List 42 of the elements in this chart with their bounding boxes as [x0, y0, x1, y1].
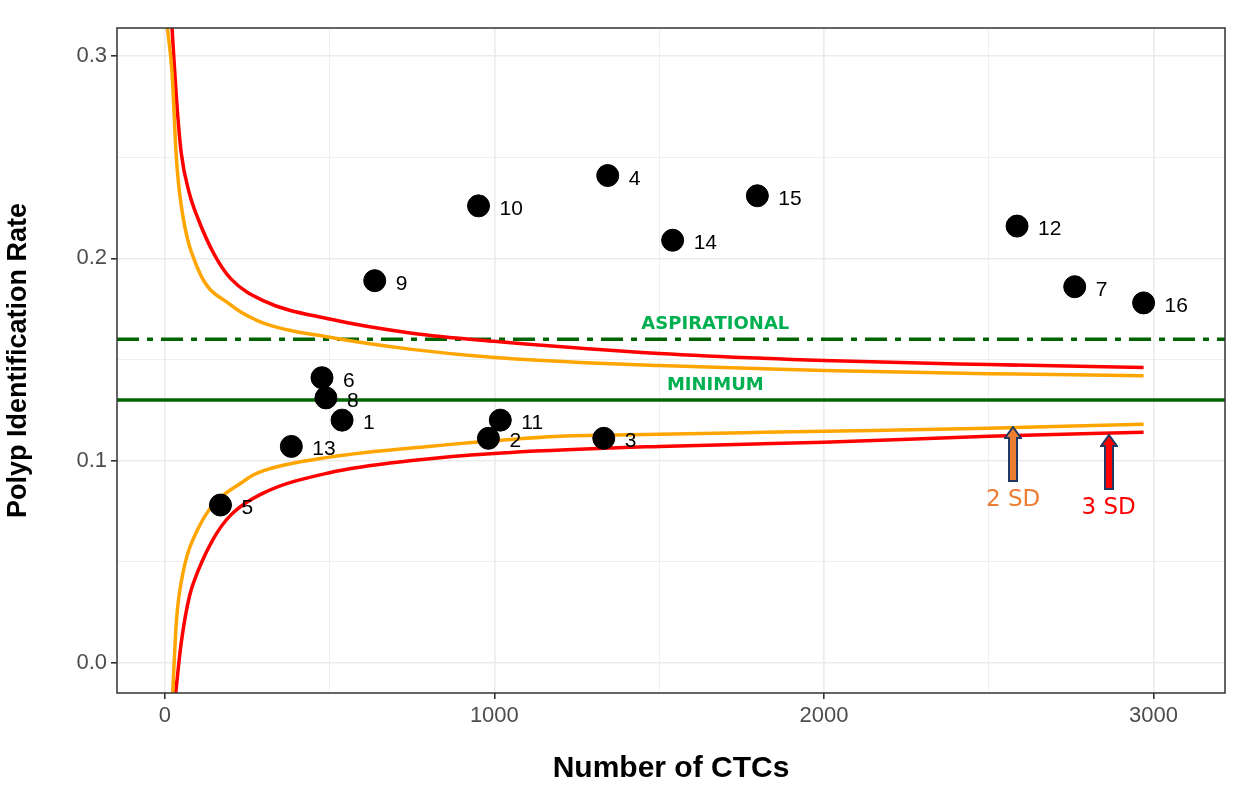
annotation: 4 — [628, 165, 641, 190]
annotation: 2 SD — [985, 484, 1041, 511]
annotation: 12 — [1038, 216, 1062, 241]
annotation: 16 — [1164, 292, 1188, 317]
annotation: 9 — [395, 270, 408, 295]
point — [330, 408, 354, 432]
x-tick-label: 0 — [158, 702, 171, 728]
annotation: 7 — [1095, 276, 1108, 301]
point — [745, 184, 769, 208]
point — [279, 434, 303, 458]
x-tick-label: 2000 — [799, 702, 849, 728]
y-tick-label: 0.1 — [76, 446, 107, 472]
point — [1132, 291, 1156, 315]
y-tick-label: 0.0 — [76, 648, 107, 674]
y-tick-label: 0.2 — [76, 244, 107, 270]
point — [488, 408, 512, 432]
x-tick-label: 3000 — [1129, 702, 1178, 728]
annotation: 14 — [693, 230, 717, 255]
annotation: 13 — [312, 436, 336, 461]
point — [310, 366, 334, 390]
annotation: 3 SD — [1081, 492, 1136, 519]
annotation: 10 — [499, 195, 523, 220]
x-axis-title: Number of CTCs — [552, 750, 790, 784]
point — [208, 493, 232, 517]
annotation: 6 — [342, 367, 355, 392]
point — [467, 194, 491, 218]
point — [1005, 214, 1029, 238]
annotation: 11 — [521, 410, 544, 435]
point — [661, 228, 685, 252]
point — [1063, 275, 1087, 299]
ref-line-label: ASPIRATIONAL — [641, 311, 790, 333]
ref-line-label: MINIMUM — [666, 372, 764, 394]
y-tick-label: 0.3 — [76, 42, 107, 68]
annotation: 15 — [778, 185, 802, 210]
point — [314, 386, 338, 410]
point — [592, 426, 616, 450]
point — [596, 164, 620, 188]
point — [363, 269, 387, 293]
annotation: 1 — [363, 410, 375, 435]
y-axis-title: Polyp Identification Rate — [1, 202, 32, 519]
point — [476, 426, 500, 450]
x-tick-label: 1000 — [469, 702, 519, 728]
